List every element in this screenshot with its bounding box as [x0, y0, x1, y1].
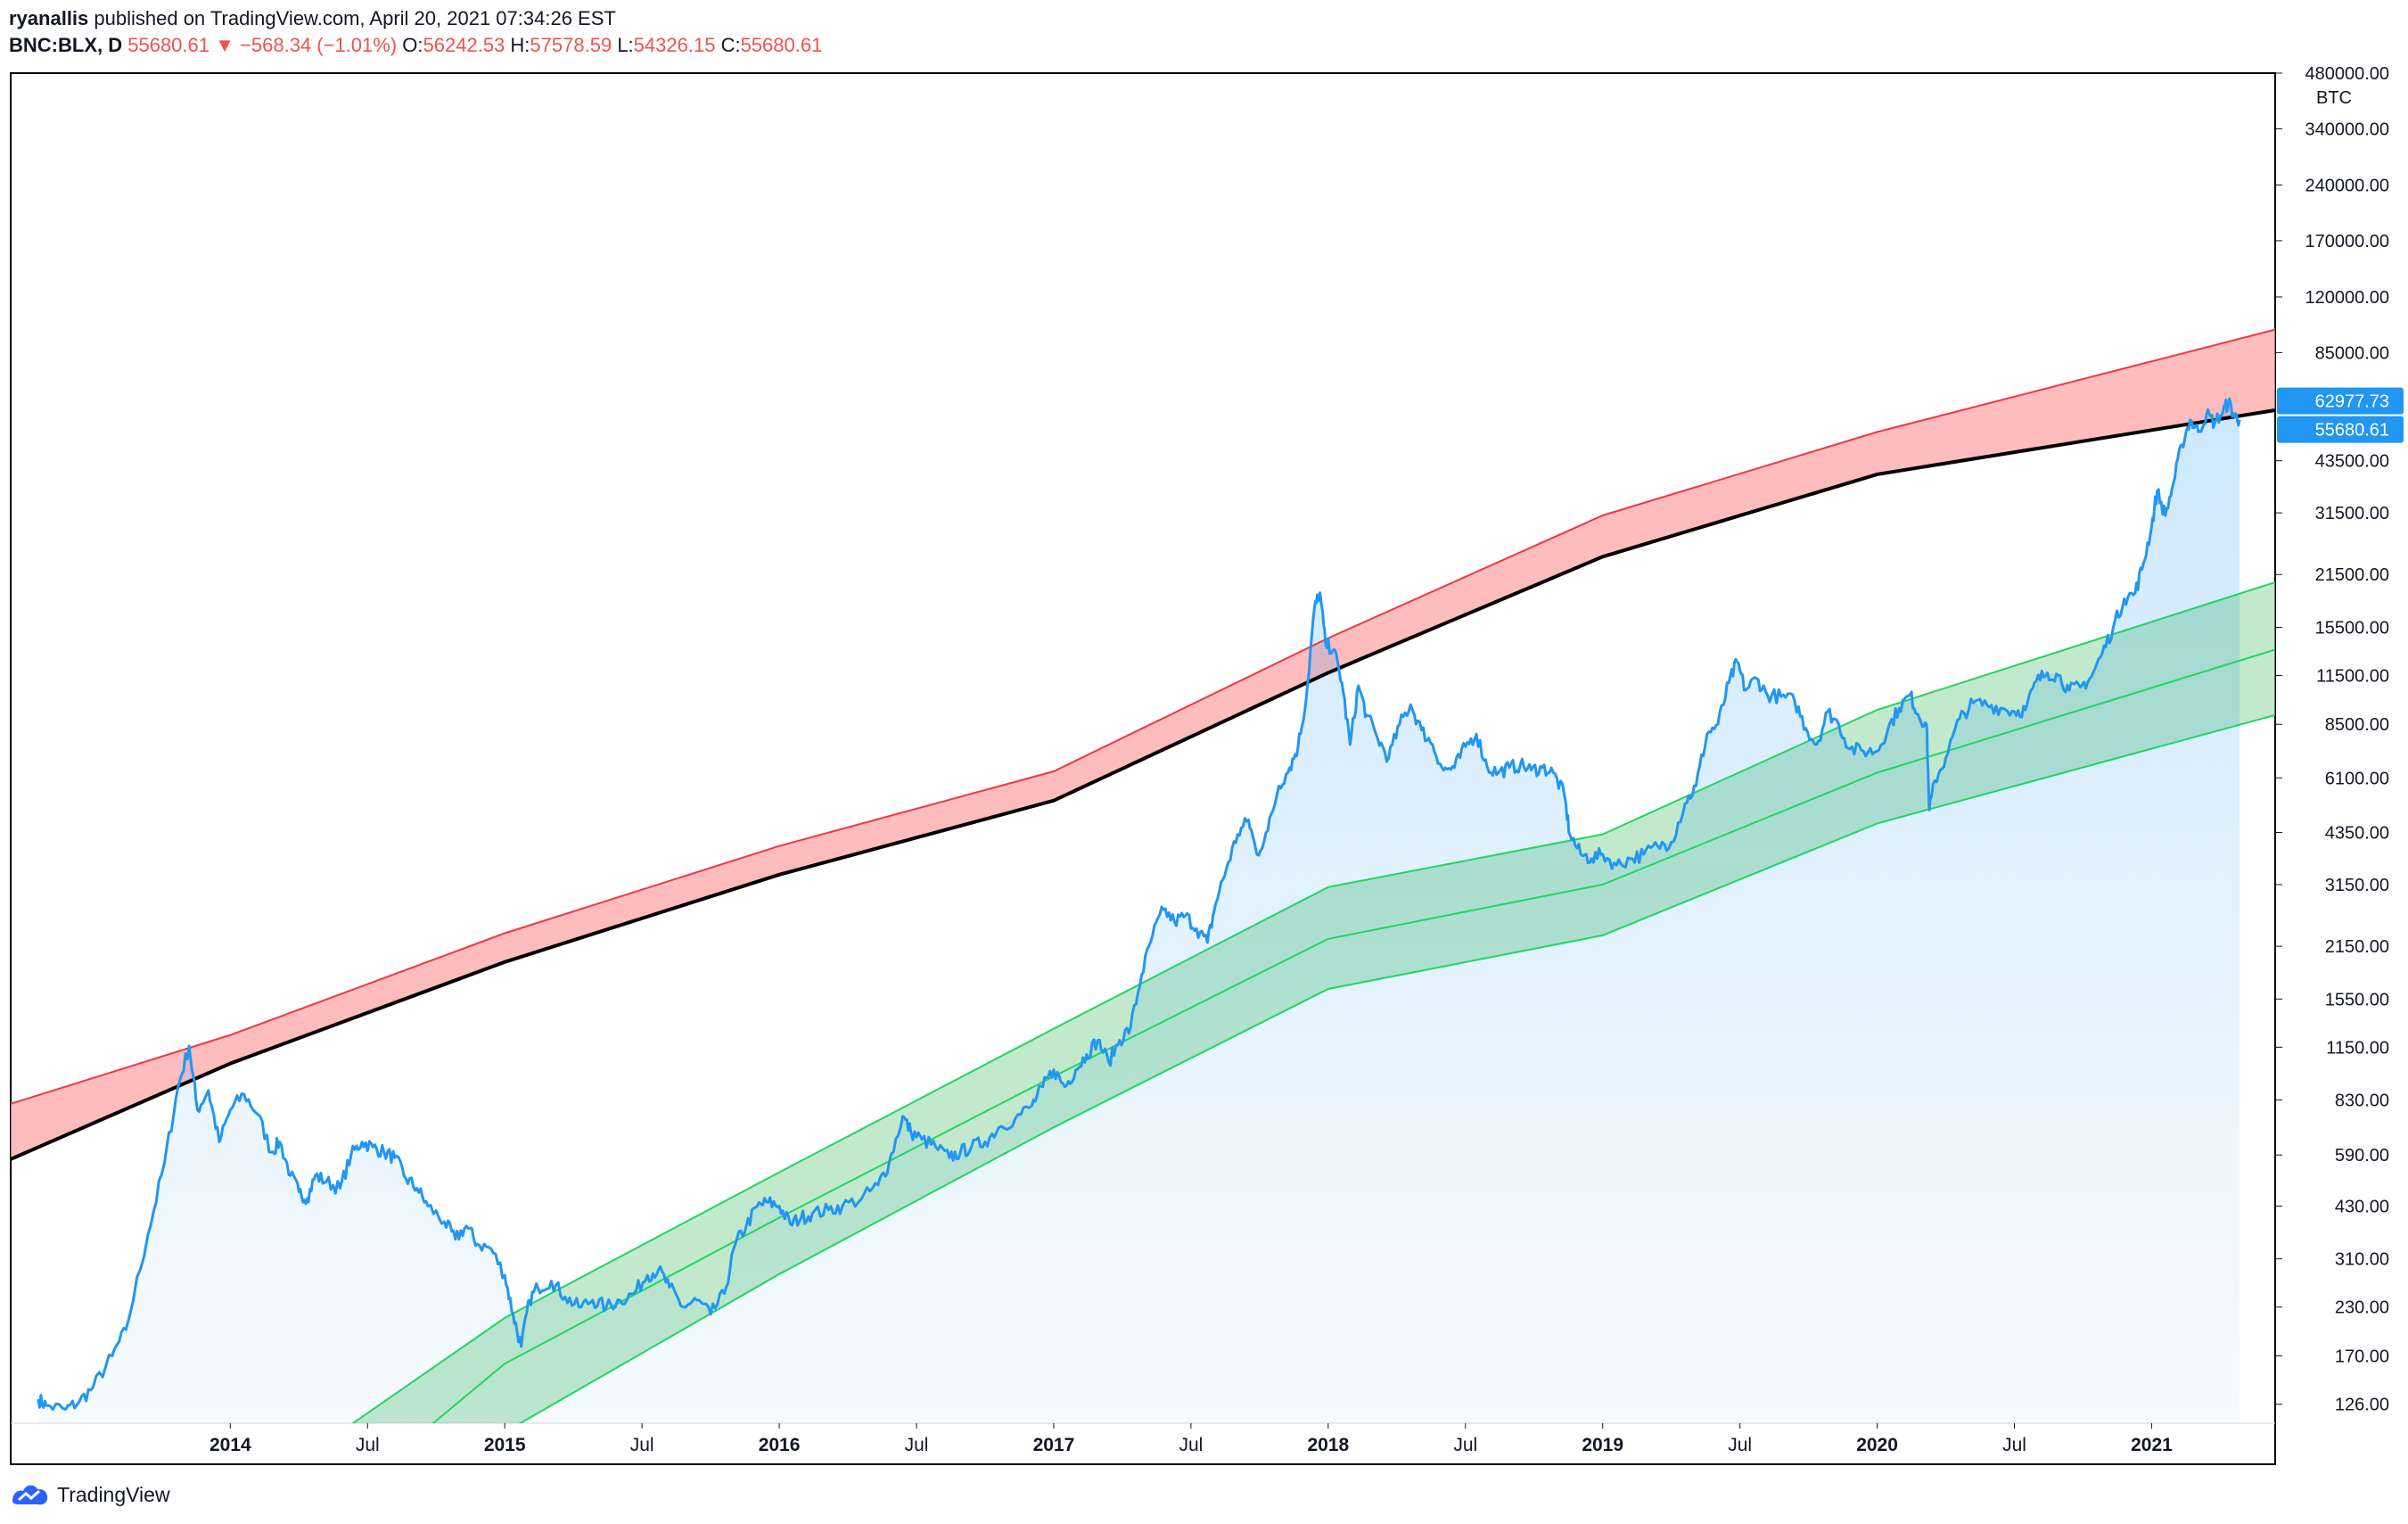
- publish-info: ryanallis published on TradingView.com, …: [9, 5, 822, 32]
- y-tick-label: 340000.00: [2305, 119, 2389, 139]
- y-tick-label: 8500.00: [2325, 715, 2389, 735]
- x-tick-label: Jul: [1453, 1435, 1477, 1455]
- close-value: 55680.61: [740, 34, 823, 56]
- fair-value-line: [11, 408, 2275, 1161]
- price-tag-bg: [2277, 416, 2404, 443]
- y-tick-label: 230.00: [2335, 1298, 2389, 1318]
- y-tick-label: 430.00: [2335, 1197, 2389, 1216]
- price-tag-label: 55680.61: [2315, 421, 2389, 441]
- y-tick-label: 15500.00: [2315, 618, 2389, 638]
- open-value: 56242.53: [423, 34, 505, 56]
- green-band-lower-line: [518, 713, 2275, 1423]
- y-tick-label: 4350.00: [2325, 824, 2389, 844]
- x-tick-label: 2016: [759, 1435, 801, 1455]
- open-label: O:: [402, 34, 423, 56]
- currency-label: BTC: [2316, 88, 2352, 108]
- author-name[interactable]: ryanallis: [9, 7, 89, 29]
- publish-text: published on TradingView.com, April 20, …: [88, 7, 616, 29]
- price-area-fill: [37, 401, 2240, 1423]
- y-tick-label: 120000.00: [2305, 288, 2389, 308]
- plot-area: [11, 328, 2275, 1423]
- x-tick-label: 2021: [2131, 1435, 2173, 1455]
- low-value: 54326.15: [633, 34, 716, 56]
- red-band-upper-line: [11, 328, 2275, 1105]
- price-change: −568.34 (−1.01%): [240, 34, 398, 56]
- y-tick-label: 480000.00: [2305, 64, 2389, 84]
- y-tick-label: 240000.00: [2305, 176, 2389, 195]
- y-tick-label: 310.00: [2335, 1250, 2389, 1270]
- footer-brand[interactable]: TradingView: [11, 1479, 170, 1511]
- price-tags: 62977.73 55680.61: [2277, 387, 2404, 443]
- price-tag-bg: [2277, 387, 2404, 415]
- y-tick-label: 6100.00: [2325, 769, 2389, 788]
- price-axis[interactable]: 126.00 170.00 230.00 310.00 430.00 590.00 830.…: [2275, 64, 2389, 1415]
- high-value: 57578.59: [530, 34, 612, 56]
- y-tick-label: 3150.00: [2325, 876, 2389, 895]
- y-tick-label: 1150.00: [2326, 1038, 2389, 1058]
- y-tick-label: 31500.00: [2315, 504, 2389, 523]
- y-tick-label: 2150.00: [2325, 937, 2389, 957]
- low-label: L:: [617, 34, 634, 56]
- x-tick-label: 2020: [1856, 1435, 1898, 1455]
- last-price: 55680.61: [127, 34, 210, 56]
- x-tick-label: Jul: [630, 1435, 654, 1455]
- y-tick-label: 590.00: [2335, 1146, 2389, 1166]
- y-tick-label: 85000.00: [2315, 343, 2389, 363]
- y-tick-label: 11500.00: [2316, 667, 2389, 687]
- close-label: C:: [720, 34, 741, 56]
- x-tick-label: Jul: [2002, 1435, 2026, 1455]
- time-axis[interactable]: 2014 Jul 2015 Jul 2016 Jul 2017 Jul 2018 Jul 2019 J…: [210, 1423, 2173, 1455]
- y-tick-label: 126.00: [2335, 1396, 2389, 1415]
- x-tick-label: Jul: [1728, 1435, 1752, 1455]
- x-tick-label: Jul: [905, 1435, 929, 1455]
- y-tick-label: 830.00: [2335, 1091, 2389, 1110]
- x-tick-label: 2019: [1582, 1435, 1623, 1455]
- x-tick-label: 2018: [1307, 1435, 1349, 1455]
- symbol-name[interactable]: BNC:BLX, D: [9, 34, 123, 56]
- y-tick-label: 43500.00: [2315, 452, 2389, 472]
- symbol-legend: BNC:BLX, D 55680.61 ▼ −568.34 (−1.01%) O…: [9, 32, 822, 59]
- chart-header: ryanallis published on TradingView.com, …: [9, 5, 822, 59]
- red-band: [11, 329, 2275, 1159]
- y-tick-label: 1550.00: [2325, 990, 2389, 1009]
- green-band-mid-line: [431, 648, 2275, 1423]
- y-tick-label: 170000.00: [2305, 232, 2389, 251]
- footer-brand-name: TradingView: [57, 1482, 170, 1506]
- x-tick-label: 2017: [1033, 1435, 1075, 1455]
- green-band-upper-line: [351, 581, 2275, 1423]
- x-tick-label: 2014: [210, 1435, 251, 1455]
- high-label: H:: [510, 34, 530, 56]
- y-tick-label: 21500.00: [2315, 565, 2389, 585]
- tradingview-logo-icon: [12, 1485, 48, 1505]
- down-arrow-icon: ▼: [215, 34, 234, 56]
- price-line: [37, 397, 2241, 1411]
- x-tick-label: 2015: [484, 1435, 526, 1455]
- x-tick-label: Jul: [1179, 1435, 1203, 1455]
- y-tick-label: 170.00: [2335, 1347, 2389, 1366]
- price-tag-label: 62977.73: [2315, 392, 2389, 412]
- x-tick-label: Jul: [356, 1435, 380, 1455]
